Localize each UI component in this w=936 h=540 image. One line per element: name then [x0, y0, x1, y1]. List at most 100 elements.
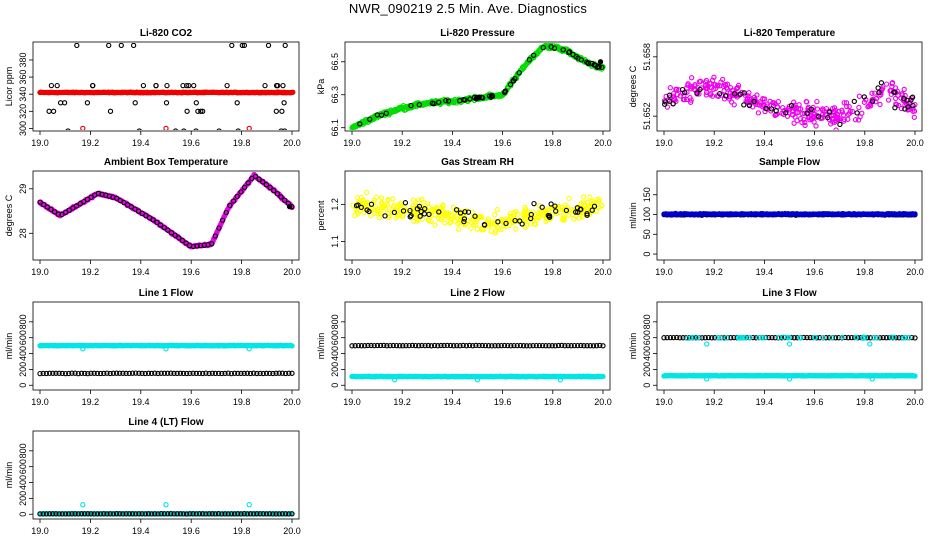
data-point	[548, 44, 554, 50]
data-point	[371, 342, 377, 349]
data-point	[422, 342, 428, 349]
data-point	[91, 370, 97, 376]
y-tick-label: 0	[330, 383, 340, 388]
data-point	[667, 85, 673, 91]
data-point	[536, 342, 543, 349]
data-point	[565, 342, 571, 349]
data-point	[238, 511, 244, 517]
data-point	[876, 89, 882, 96]
data-points	[37, 43, 296, 130]
data-point	[212, 511, 219, 517]
data-point	[94, 370, 101, 377]
data-point	[418, 208, 424, 215]
data-point	[869, 90, 875, 96]
data-point	[286, 511, 292, 517]
data-point	[190, 511, 196, 517]
data-point	[484, 218, 490, 225]
data-point	[825, 114, 831, 121]
data-point	[804, 334, 810, 341]
x-tick-label: 19.0	[343, 397, 361, 407]
data-point	[88, 511, 94, 517]
data-point	[273, 370, 279, 376]
data-point	[833, 127, 839, 130]
y-axis-label: ml/min	[316, 333, 326, 360]
data-point	[286, 203, 293, 210]
data-point	[568, 343, 574, 349]
x-tick-label: 19.2	[705, 397, 723, 407]
data-point	[394, 204, 400, 210]
x-tick-label: 19.4	[444, 397, 462, 407]
data-point	[493, 219, 499, 225]
data-point	[589, 207, 595, 213]
data-point	[410, 197, 417, 203]
data-point	[355, 342, 362, 349]
data-point	[691, 334, 697, 341]
data-point	[397, 343, 403, 349]
data-point	[59, 370, 65, 377]
data-point	[132, 100, 138, 106]
data-point	[80, 346, 86, 352]
data-point	[785, 105, 792, 112]
data-point	[768, 106, 775, 112]
data-point	[184, 108, 190, 114]
x-tick-label: 19.0	[31, 397, 49, 407]
data-point	[771, 100, 777, 106]
data-point	[762, 335, 768, 341]
data-point	[88, 370, 94, 376]
data-point	[282, 511, 289, 517]
data-point	[507, 210, 513, 217]
data-point	[590, 343, 597, 349]
data-point	[270, 370, 276, 377]
data-point	[856, 104, 862, 111]
data-point	[270, 511, 276, 517]
data-point	[231, 370, 238, 376]
data-point	[381, 342, 387, 349]
y-tick-label: 800	[18, 314, 28, 329]
data-point	[834, 116, 841, 123]
data-point	[735, 84, 741, 91]
data-point	[526, 57, 533, 63]
data-point	[599, 64, 605, 71]
data-point	[177, 511, 184, 517]
data-point	[171, 370, 177, 377]
data-point	[573, 53, 579, 60]
y-axis-label: percent	[316, 200, 326, 231]
data-point	[241, 511, 247, 517]
panel-li-820-pressure: Li-820 Pressure 19.0 19.2 19.4 19.6 19.8 20.0 6…	[316, 28, 612, 148]
data-point	[463, 343, 470, 349]
data-point	[809, 116, 815, 122]
data-point	[489, 92, 495, 99]
data-point	[262, 82, 268, 89]
data-point	[462, 209, 468, 215]
data-point	[577, 206, 584, 213]
data-point	[392, 377, 398, 383]
data-point	[546, 343, 552, 349]
data-point	[252, 173, 259, 180]
panel-title: Line 1 Flow	[139, 288, 194, 299]
data-point	[783, 110, 789, 116]
data-point	[46, 511, 53, 517]
data-point	[260, 511, 266, 517]
data-point	[853, 335, 859, 341]
data-point	[535, 210, 541, 217]
data-point	[184, 511, 190, 517]
data-point	[681, 92, 687, 99]
data-point	[891, 334, 897, 340]
data-point	[911, 114, 917, 120]
data-point	[432, 222, 438, 228]
x-tick-label: 19.0	[343, 138, 361, 148]
data-point	[289, 370, 295, 376]
data-point	[355, 202, 361, 208]
data-point	[53, 511, 59, 517]
data-point	[753, 335, 759, 341]
data-point	[145, 511, 152, 517]
data-point	[419, 342, 425, 349]
x-tick-label: 20.0	[283, 138, 301, 148]
data-point	[193, 128, 199, 130]
data-point	[174, 370, 180, 377]
data-point	[746, 102, 753, 109]
y-tick-label: 50	[642, 229, 652, 239]
data-point	[898, 105, 905, 112]
x-tick-label: 19.2	[82, 397, 100, 407]
panel-title: Li-820 Temperature	[744, 28, 836, 39]
